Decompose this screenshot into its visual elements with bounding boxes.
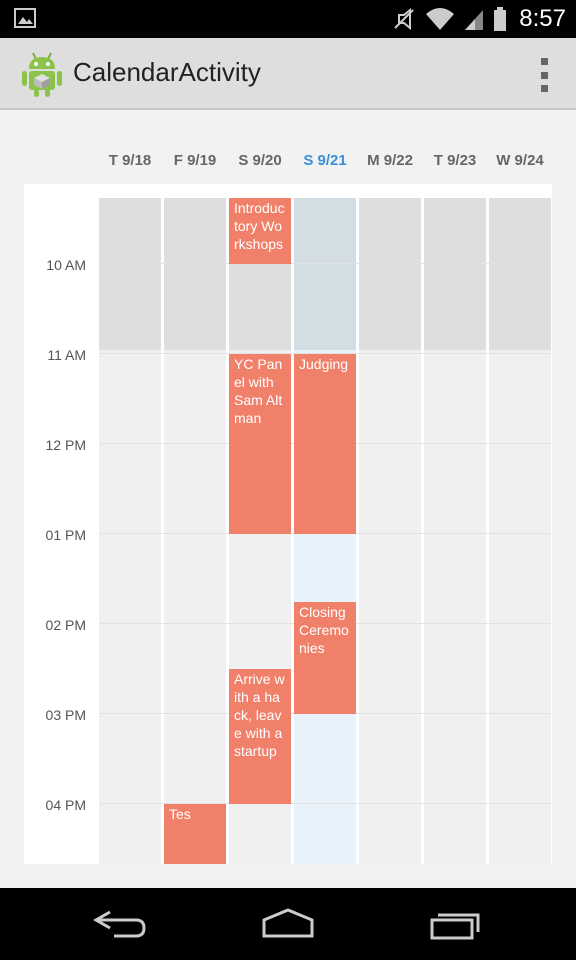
calendar-event[interactable]: YC Panel with Sam Altman <box>229 354 291 534</box>
navigation-bar <box>0 888 576 960</box>
back-icon[interactable] <box>88 906 152 942</box>
time-label: 11 AM <box>47 347 86 363</box>
day-label[interactable]: T 9/18 <box>108 152 152 169</box>
day-header-row: T 9/18 F 9/19 S 9/20 S 9/21 M 9/22 T 9/2… <box>24 136 552 184</box>
time-label: 04 PM <box>45 797 86 813</box>
overflow-dot <box>540 71 548 79</box>
day-column[interactable] <box>424 198 486 864</box>
time-grid[interactable]: 10 AM 11 AM 12 PM 01 PM 02 PM 03 PM 04 P… <box>24 184 552 864</box>
day-column[interactable] <box>99 198 161 864</box>
home-icon[interactable] <box>256 906 320 942</box>
status-time: 8:57 <box>519 5 566 32</box>
android-robot-icon[interactable] <box>20 50 64 98</box>
day-label[interactable]: F 9/19 <box>173 152 217 169</box>
day-label[interactable]: T 9/23 <box>433 152 477 169</box>
time-label: 03 PM <box>45 707 86 723</box>
wifi-icon <box>426 8 455 30</box>
day-label[interactable]: W 9/24 <box>496 152 544 169</box>
time-label: 12 PM <box>45 437 86 453</box>
overflow-dot <box>540 58 548 65</box>
calendar-event[interactable]: Arrive with a hack, leave with a startup <box>229 669 291 804</box>
overflow-menu-icon[interactable] <box>536 58 552 92</box>
time-label: 01 PM <box>45 527 86 543</box>
hour-line <box>99 353 551 354</box>
day-column[interactable] <box>164 198 226 864</box>
calendar-event[interactable]: Closing Ceremonies <box>294 602 356 714</box>
recents-icon[interactable] <box>424 906 488 942</box>
calendar-event[interactable]: Judging <box>294 354 356 534</box>
app-title: CalendarActivity <box>73 57 261 87</box>
overflow-dot <box>540 85 548 92</box>
action-bar: CalendarActivity <box>0 38 576 110</box>
day-column[interactable] <box>359 198 421 864</box>
calendar-view: T 9/18 F 9/19 S 9/20 S 9/21 M 9/22 T 9/2… <box>0 110 576 888</box>
mute-icon <box>394 7 414 31</box>
battery-icon <box>494 7 507 31</box>
day-column[interactable] <box>489 198 551 864</box>
time-label: 02 PM <box>45 617 86 633</box>
day-label-today[interactable]: S 9/21 <box>303 152 347 169</box>
status-bar: 8:57 <box>0 0 576 38</box>
calendar-event[interactable]: Introductory Workshops <box>229 198 291 264</box>
hour-line <box>99 263 551 264</box>
image-icon <box>14 8 36 28</box>
day-label[interactable]: M 9/22 <box>367 152 413 169</box>
day-label[interactable]: S 9/20 <box>238 152 282 169</box>
calendar-event[interactable]: Tes <box>164 804 226 864</box>
hour-line <box>99 803 551 804</box>
time-label: 10 AM <box>46 257 86 273</box>
signal-icon <box>465 10 484 30</box>
